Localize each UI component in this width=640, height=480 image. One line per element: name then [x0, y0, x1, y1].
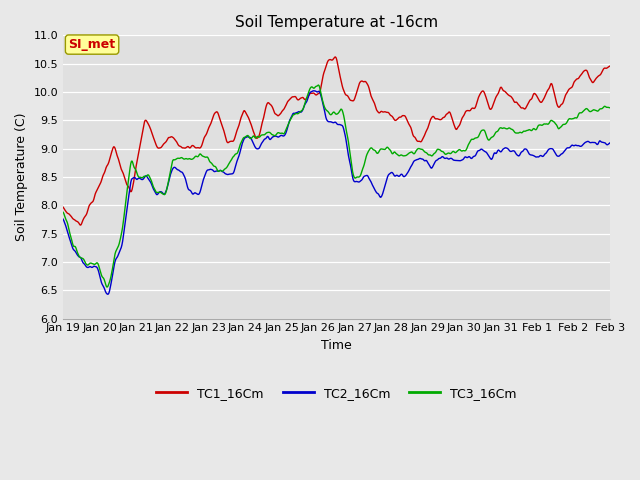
TC3_16Cm: [409, 150, 417, 156]
TC3_16Cm: [93, 260, 100, 266]
TC1_16Cm: [392, 117, 400, 123]
TC3_16Cm: [476, 132, 483, 138]
TC2_16Cm: [606, 140, 614, 146]
TC2_16Cm: [93, 264, 100, 270]
TC2_16Cm: [378, 192, 386, 198]
Title: Soil Temperature at -16cm: Soil Temperature at -16cm: [235, 15, 438, 30]
TC2_16Cm: [310, 88, 317, 94]
TC3_16Cm: [60, 209, 67, 215]
Line: TC1_16Cm: TC1_16Cm: [63, 57, 610, 225]
TC2_16Cm: [531, 154, 539, 160]
X-axis label: Time: Time: [321, 339, 352, 352]
TC1_16Cm: [60, 204, 67, 210]
TC2_16Cm: [392, 172, 400, 178]
TC3_16Cm: [378, 146, 386, 152]
TC1_16Cm: [332, 54, 339, 60]
TC2_16Cm: [476, 148, 483, 154]
TC1_16Cm: [93, 187, 101, 192]
TC1_16Cm: [409, 132, 417, 137]
TC2_16Cm: [409, 160, 417, 166]
TC1_16Cm: [476, 93, 483, 99]
Line: TC3_16Cm: TC3_16Cm: [63, 85, 610, 287]
TC1_16Cm: [531, 91, 539, 97]
TC2_16Cm: [104, 291, 111, 297]
Y-axis label: Soil Temperature (C): Soil Temperature (C): [15, 113, 28, 241]
TC1_16Cm: [606, 63, 614, 69]
Legend: TC1_16Cm, TC2_16Cm, TC3_16Cm: TC1_16Cm, TC2_16Cm, TC3_16Cm: [151, 382, 522, 405]
TC3_16Cm: [392, 151, 400, 156]
TC3_16Cm: [103, 284, 111, 290]
TC3_16Cm: [314, 82, 322, 88]
TC3_16Cm: [531, 127, 539, 132]
Text: SI_met: SI_met: [68, 38, 116, 51]
TC1_16Cm: [378, 108, 386, 114]
TC2_16Cm: [60, 216, 67, 222]
TC1_16Cm: [76, 222, 84, 228]
Line: TC2_16Cm: TC2_16Cm: [63, 91, 610, 294]
TC3_16Cm: [606, 105, 614, 110]
